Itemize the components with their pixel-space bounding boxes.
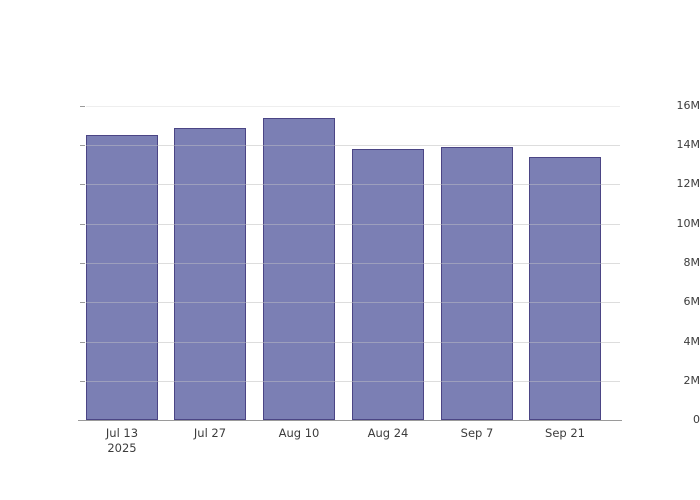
y-tick-label: 6M [683, 295, 700, 308]
y-tick-mark [80, 263, 85, 264]
y-tick-mark [80, 342, 85, 343]
x-tick-label-jul-13: Jul 13 2025 [105, 426, 139, 455]
y-tick-label: 2M [683, 374, 700, 387]
y-tick-label: 0 [693, 413, 700, 426]
y-tick-mark [80, 184, 85, 185]
x-tick-label-jul-27: Jul 27 [193, 426, 227, 440]
y-tick-mark [80, 145, 85, 146]
bar-jul-13[interactable] [86, 135, 158, 420]
y-tick-mark [80, 224, 85, 225]
y-tick-label: 16M [676, 99, 700, 112]
x-tick-label-sep-21: Sep 21 [545, 426, 585, 440]
y-tick-label: 14M [676, 138, 700, 151]
y-tick-mark [80, 106, 85, 107]
x-tick-label-aug-10: Aug 10 [278, 426, 320, 440]
y-tick-mark [80, 302, 85, 303]
plot-area [86, 106, 620, 420]
bar-sep-7[interactable] [441, 147, 513, 420]
y-tick-label: 12M [676, 177, 700, 190]
bar-jul-27[interactable] [174, 127, 246, 420]
x-axis-line [78, 420, 622, 422]
y-tick-mark [80, 381, 85, 382]
y-tick-label: 4M [683, 335, 700, 348]
bar-aug-24[interactable] [352, 149, 424, 420]
y-tick-label: 8M [683, 256, 700, 269]
y-tick-label: 10M [676, 217, 700, 230]
bar-sep-21[interactable] [529, 157, 601, 420]
x-tick-label-aug-24: Aug 24 [367, 426, 409, 440]
bar-aug-10[interactable] [263, 117, 335, 420]
x-tick-label-sep-7: Sep 7 [460, 426, 494, 440]
